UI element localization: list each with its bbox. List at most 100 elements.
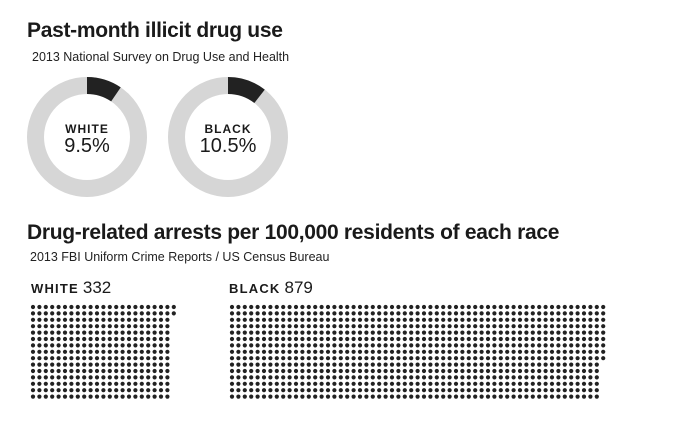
dot-black [281,356,286,361]
dot-white [43,304,48,310]
dot-white [37,368,42,374]
dot-black [575,349,580,354]
dot-white [107,368,112,374]
dot-white [75,330,80,335]
dot-white [107,394,112,399]
dot-black [319,336,324,342]
dot-black [473,324,478,329]
dot-black [537,388,542,393]
dot-black [505,375,510,380]
dot-black [556,394,561,399]
dot-label-white: WHITE 332 [31,278,111,298]
dot-black [569,311,574,316]
dot-black [351,343,356,348]
dot-black [492,362,497,367]
dot-black [530,394,535,399]
dot-white [56,375,61,380]
dot-black [562,304,567,310]
dot-white [30,311,36,316]
dot-white [75,362,80,367]
dot-black [581,349,587,354]
dot-black [287,368,292,374]
dot-black [466,349,471,354]
dot-black [601,336,606,342]
dot-black [569,349,574,354]
dot-white [88,394,93,399]
dot-black [281,343,286,348]
dot-black [415,394,420,399]
dot-black [261,375,267,380]
dot-black [409,317,414,322]
dot-black [441,394,446,399]
dot-white [50,311,55,316]
dot-black [530,324,535,329]
dot-black [396,343,401,348]
donut-value-white: 9.5% [64,135,110,157]
dot-black [229,343,235,348]
dot-white [139,381,144,386]
donut-label-black: BLACK [204,122,252,136]
dot-black [453,362,459,367]
dot-white [82,362,87,367]
dot-black [441,362,446,367]
dot-white [158,356,164,361]
dot-white [152,349,157,354]
dot-black [505,317,510,322]
dot-black [255,381,260,386]
dot-black [242,343,247,348]
dot-black [370,317,375,322]
dot-black [351,381,356,386]
dot-black [556,324,561,329]
dot-black [357,381,363,386]
dot-black [300,317,305,322]
dot-white [101,343,106,348]
dot-black [325,336,331,342]
dot-black [581,311,587,316]
dot-black [511,324,516,329]
dot-black [325,343,331,348]
dot-black [313,394,318,399]
dot-black [306,311,311,316]
dot-black [415,330,420,335]
dot-black [466,336,471,342]
dot-black [556,343,561,348]
dot-black [409,375,414,380]
dot-white [62,317,68,322]
dot-black [524,304,529,310]
dot-black [242,356,247,361]
dot-black [306,304,311,310]
dot-white [158,343,164,348]
dot-black [511,362,516,367]
dot-black [357,330,363,335]
dot-black [249,356,254,361]
dot-black [319,356,324,361]
dot-black [453,304,459,310]
dot-black [364,394,369,399]
dot-black [281,317,286,322]
dot-black [261,324,267,329]
dot-black [594,336,599,342]
dot-black [377,311,382,316]
dot-black [338,349,343,354]
dot-black [415,368,420,374]
dot-black [543,304,548,310]
dot-black [473,388,478,393]
dot-black [601,324,606,329]
dot-black [517,330,523,335]
dot-white [43,317,48,322]
dot-black [268,356,273,361]
dot-black [345,324,350,329]
dot-black [409,324,414,329]
dot-black [441,317,446,322]
dot-black [409,368,414,374]
dot-black [345,336,350,342]
dot-black [434,324,439,329]
dot-white [62,388,68,393]
dot-black [357,311,363,316]
dot-white [50,304,55,310]
dot-white [146,388,151,393]
dot-black [338,394,343,399]
dot-white [50,330,55,335]
dot-white [120,330,125,335]
dot-black [332,304,337,310]
